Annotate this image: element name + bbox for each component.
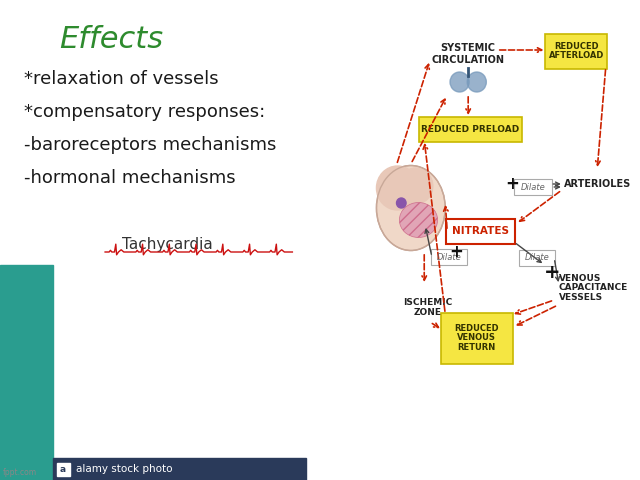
Ellipse shape <box>399 203 438 238</box>
Text: Dilate: Dilate <box>525 253 549 263</box>
Text: Effects: Effects <box>60 25 163 54</box>
Text: Tachycardia: Tachycardia <box>122 237 212 252</box>
Circle shape <box>399 168 433 204</box>
FancyBboxPatch shape <box>545 34 607 69</box>
Text: fppt.com: fppt.com <box>3 468 37 477</box>
FancyBboxPatch shape <box>431 249 467 265</box>
Text: VENOUS
CAPACITANCE
VESSELS: VENOUS CAPACITANCE VESSELS <box>559 274 628 302</box>
Text: NITRATES: NITRATES <box>452 226 509 236</box>
Text: +: + <box>449 243 463 261</box>
FancyBboxPatch shape <box>419 117 522 142</box>
Bar <box>0 265 52 480</box>
Text: a: a <box>60 465 66 474</box>
Text: -hormonal mechanisms: -hormonal mechanisms <box>24 169 236 187</box>
Text: REDUCED
AFTERLOAD: REDUCED AFTERLOAD <box>548 42 604 60</box>
Text: Dilate: Dilate <box>436 252 461 262</box>
Text: ARTERIOLES: ARTERIOLES <box>564 179 631 189</box>
Text: REDUCED
VENOUS
RETURN: REDUCED VENOUS RETURN <box>454 324 499 352</box>
FancyBboxPatch shape <box>514 179 552 195</box>
FancyBboxPatch shape <box>445 218 515 243</box>
Ellipse shape <box>376 166 445 251</box>
Text: *relaxation of vessels: *relaxation of vessels <box>24 70 218 88</box>
Text: REDUCED PRELOAD: REDUCED PRELOAD <box>422 124 520 133</box>
FancyBboxPatch shape <box>519 250 555 266</box>
Circle shape <box>397 198 406 208</box>
Text: SYSTEMIC
CIRCULATION: SYSTEMIC CIRCULATION <box>431 43 505 65</box>
Text: -baroreceptors mechanisms: -baroreceptors mechanisms <box>24 136 276 154</box>
FancyBboxPatch shape <box>441 312 513 363</box>
Text: Dilate: Dilate <box>521 182 545 192</box>
Text: *compensatory responses:: *compensatory responses: <box>24 103 265 121</box>
Circle shape <box>450 72 469 92</box>
Text: +: + <box>505 175 519 193</box>
Bar <box>58 463 70 476</box>
Circle shape <box>467 72 486 92</box>
Bar <box>52 458 306 480</box>
Text: alamy stock photo: alamy stock photo <box>76 464 173 474</box>
Text: +: + <box>544 263 561 281</box>
Circle shape <box>376 166 419 210</box>
Text: ISCHEMIC
ZONE: ISCHEMIC ZONE <box>403 298 452 317</box>
